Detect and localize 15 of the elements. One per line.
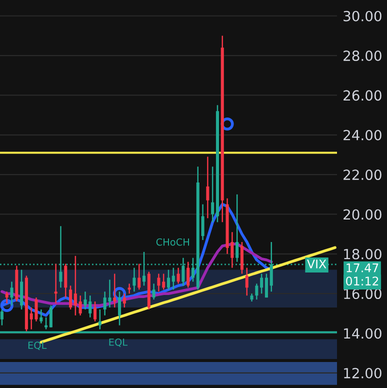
- y-tick-label: 22.00: [344, 170, 382, 180]
- y-tick-label: 26.00: [344, 90, 382, 101]
- y-tick-label: 20.00: [344, 209, 382, 220]
- y-tick-label: 30.00: [344, 10, 382, 22]
- y-tick-label: 24.00: [344, 130, 382, 140]
- annotation: EQL: [109, 338, 128, 347]
- annotation: EQL: [28, 342, 47, 350]
- annotation: VIX: [307, 260, 326, 268]
- y-tick-label: 28.00: [344, 50, 382, 62]
- annotation: CHoCH: [156, 238, 189, 246]
- y-tick-label: 18.00: [344, 248, 382, 260]
- y-tick-label: 14.00: [344, 328, 382, 339]
- y-tick-label: 12.00: [344, 368, 382, 378]
- text: 01:12: [346, 276, 378, 286]
- text: 17.47: [346, 264, 378, 272]
